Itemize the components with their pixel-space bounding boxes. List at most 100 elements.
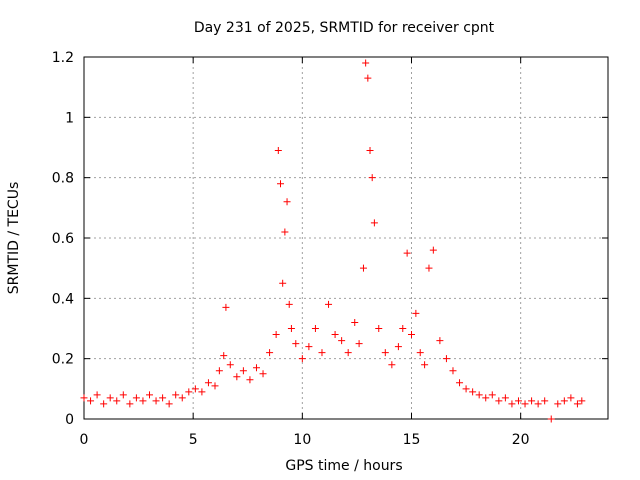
- data-point: [283, 198, 291, 206]
- data-point: [351, 318, 359, 326]
- data-point: [146, 391, 153, 399]
- data-point: [547, 415, 555, 423]
- y-tick-label: 0.2: [52, 352, 74, 368]
- data-point: [279, 279, 287, 287]
- y-axis-label: SRMTID / TECUs: [6, 182, 22, 295]
- y-tick-label: 0.4: [52, 291, 74, 307]
- y-tick-label: 0: [65, 412, 74, 428]
- data-point: [93, 391, 101, 399]
- data-point: [534, 400, 542, 408]
- data-point: [425, 264, 433, 272]
- data-point: [421, 361, 429, 369]
- data-point: [368, 174, 376, 182]
- data-point: [277, 180, 284, 188]
- data-point: [475, 391, 483, 399]
- data-points: [80, 59, 586, 423]
- x-tick-label: 20: [512, 432, 530, 448]
- data-point: [456, 379, 464, 387]
- grid: [84, 57, 608, 419]
- data-point: [366, 147, 374, 155]
- data-point: [100, 400, 108, 408]
- y-tick-label: 0.8: [52, 171, 74, 187]
- data-point: [318, 349, 326, 357]
- data-point: [449, 367, 457, 375]
- data-point: [220, 352, 228, 360]
- data-point: [501, 394, 509, 402]
- data-point: [338, 337, 346, 345]
- data-point: [408, 331, 415, 339]
- data-point: [119, 391, 127, 399]
- data-point: [252, 364, 260, 372]
- data-point: [560, 397, 568, 405]
- data-point: [573, 400, 581, 408]
- data-point: [222, 303, 230, 311]
- data-point: [362, 59, 370, 67]
- data-point: [106, 394, 114, 402]
- data-point: [355, 340, 363, 348]
- data-point: [139, 397, 147, 405]
- data-point: [388, 361, 396, 369]
- data-point: [292, 340, 300, 348]
- data-point: [305, 343, 313, 351]
- data-point: [259, 370, 267, 378]
- data-point: [159, 394, 167, 402]
- y-tick-label: 1: [65, 110, 74, 126]
- data-point: [233, 373, 241, 381]
- data-point: [239, 367, 247, 375]
- data-point: [132, 394, 140, 402]
- data-point: [528, 397, 536, 405]
- chart-title: Day 231 of 2025, SRMTID for receiver cpn…: [194, 20, 495, 36]
- data-point: [246, 376, 254, 384]
- data-point: [495, 397, 503, 405]
- data-point: [198, 388, 206, 396]
- data-point: [211, 382, 219, 390]
- data-point: [191, 385, 199, 393]
- data-point: [394, 343, 402, 351]
- data-point: [399, 325, 407, 332]
- data-point: [521, 400, 529, 408]
- data-point: [436, 337, 444, 345]
- data-point: [482, 394, 490, 402]
- axis-ticks: 0 0.2 0.4 0.6 0.8 1 1.2 0 5 10 15 20: [52, 50, 608, 448]
- data-point: [178, 394, 186, 402]
- data-point: [359, 264, 367, 272]
- data-point: [554, 400, 562, 408]
- data-point: [298, 355, 306, 363]
- data-point: [469, 388, 477, 396]
- data-point: [185, 388, 193, 396]
- y-tick-label: 1.2: [52, 50, 74, 66]
- data-point: [508, 400, 516, 408]
- data-point: [462, 385, 470, 393]
- data-point: [375, 325, 383, 332]
- data-point: [311, 325, 319, 332]
- data-point: [87, 397, 95, 405]
- data-point: [370, 219, 378, 227]
- x-tick-label: 10: [293, 432, 311, 448]
- data-point: [429, 246, 437, 254]
- data-point: [80, 394, 88, 402]
- data-point: [285, 300, 293, 308]
- data-point: [113, 397, 121, 405]
- data-point: [416, 349, 424, 357]
- data-point: [578, 397, 586, 405]
- x-axis-label: GPS time / hours: [285, 458, 402, 474]
- data-point: [287, 325, 295, 332]
- data-point: [172, 391, 180, 399]
- data-point: [274, 147, 282, 155]
- data-point: [344, 349, 352, 357]
- y-tick-label: 0.6: [52, 231, 74, 247]
- data-point: [215, 367, 223, 375]
- data-point: [325, 300, 333, 308]
- data-point: [204, 379, 212, 387]
- data-point: [281, 228, 289, 236]
- data-point: [541, 397, 549, 405]
- data-point: [331, 331, 339, 339]
- x-tick-label: 0: [80, 432, 89, 448]
- data-point: [403, 249, 411, 257]
- data-point: [165, 400, 173, 408]
- data-point: [514, 397, 522, 405]
- data-point: [412, 309, 420, 317]
- data-point: [488, 391, 496, 399]
- data-point: [364, 74, 372, 82]
